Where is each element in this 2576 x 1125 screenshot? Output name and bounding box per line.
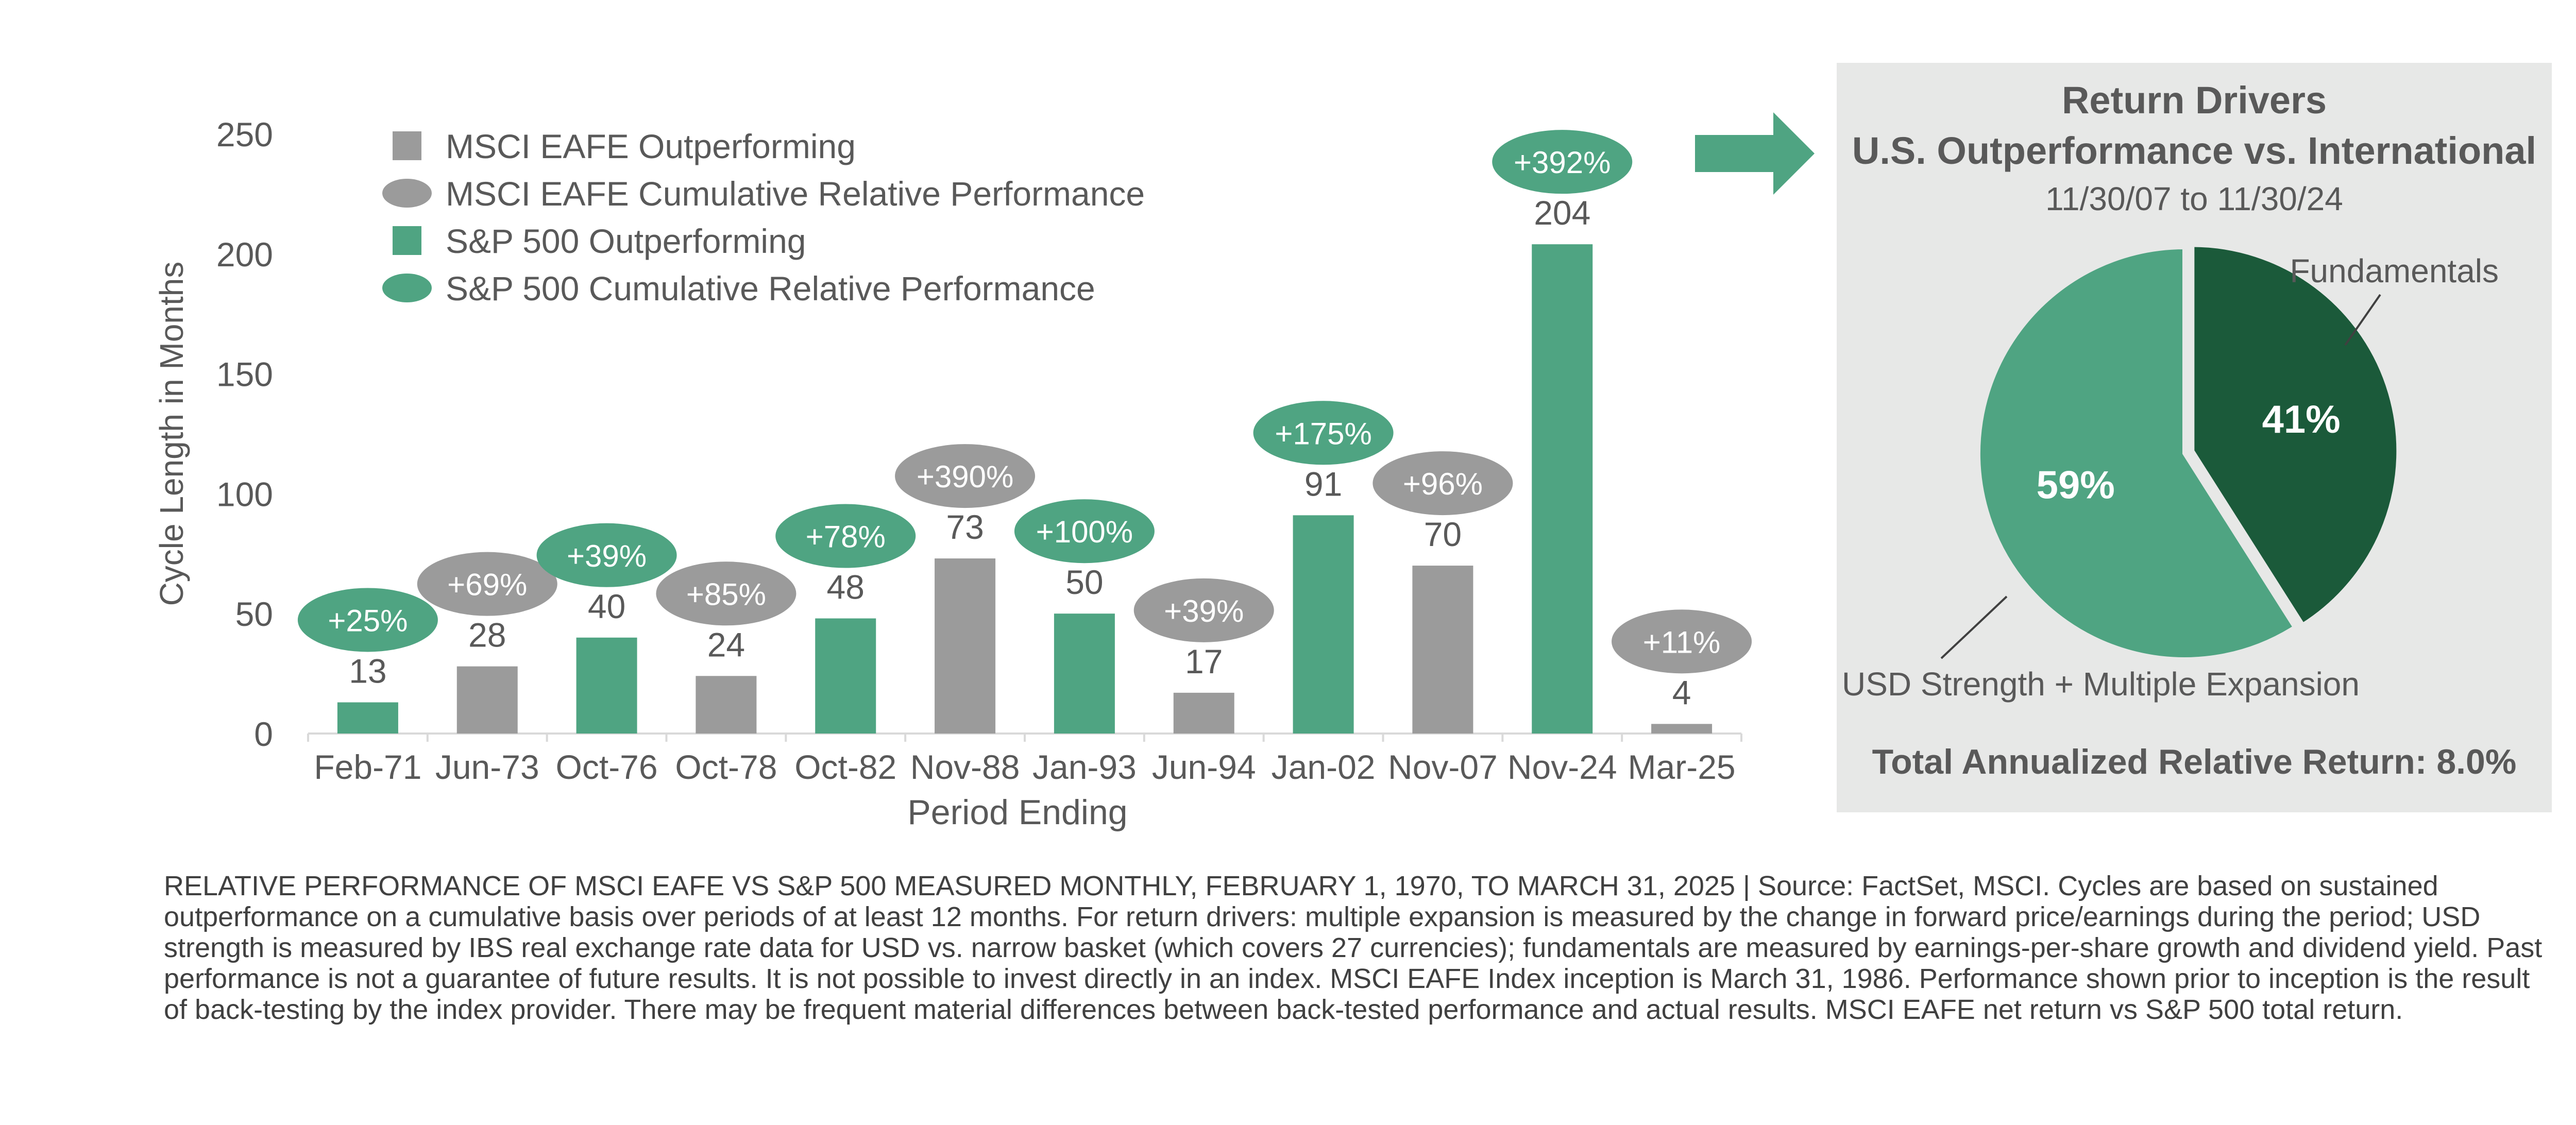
- pie-slice-value-label: 41%: [2262, 398, 2341, 441]
- x-axis-label: Period Ending: [907, 793, 1127, 832]
- pie-slice-value-label: 59%: [2037, 463, 2115, 507]
- bar-oct-76: [576, 637, 637, 734]
- cumulative-performance-ellipse: [1492, 130, 1633, 194]
- bar-nov-24: [1532, 244, 1593, 734]
- bar-value-label: 40: [588, 587, 625, 625]
- bar-feb-71: [337, 702, 398, 734]
- x-tick-label: Jun-73: [435, 748, 539, 786]
- callout-line-usd: [1940, 595, 2008, 659]
- legend-label: MSCI EAFE Outperforming: [446, 127, 856, 165]
- cumulative-performance-ellipse: [1253, 401, 1394, 465]
- panel-subtitle: 11/30/07 to 11/30/24: [2045, 180, 2343, 217]
- bar-value-label: 13: [349, 652, 386, 690]
- cumulative-performance-label: +392%: [1514, 145, 1611, 180]
- bar-value-label: 204: [1534, 194, 1590, 232]
- footnote: RELATIVE PERFORMANCE OF MSCI EAFE VS S&P…: [164, 871, 2543, 1025]
- cumulative-performance-ellipse: [1014, 499, 1155, 564]
- bar-value-label: 28: [468, 616, 506, 654]
- cumulative-performance-label: +69%: [447, 568, 527, 602]
- pie-callout-usd: USD Strength + Multiple Expansion: [1842, 666, 2360, 703]
- cumulative-performance-ellipse: [775, 504, 916, 568]
- pie-slice-fundamentals: [2190, 243, 2401, 628]
- x-tick-label: Nov-88: [910, 748, 1020, 786]
- bar-jun-73: [456, 666, 518, 734]
- bar-value-label: 4: [1672, 673, 1691, 711]
- bar-value-label: 17: [1185, 642, 1223, 680]
- cumulative-performance-label: +11%: [1643, 625, 1721, 659]
- x-tick-label: Oct-78: [675, 748, 777, 786]
- bar-value-label: 70: [1424, 515, 1462, 553]
- bar-jan-93: [1054, 613, 1115, 734]
- legend-swatch-square: [393, 131, 421, 160]
- y-tick-label: 50: [235, 595, 273, 633]
- y-axis-label: Cycle Length in Months: [153, 262, 190, 606]
- y-tick-label: 150: [216, 355, 273, 394]
- x-tick-label: Jan-02: [1272, 748, 1376, 786]
- bar-jun-94: [1173, 692, 1234, 734]
- bar-value-label: 91: [1304, 465, 1342, 503]
- panel-title-line1: Return Drivers: [2062, 79, 2327, 122]
- y-tick-label: 0: [254, 715, 273, 753]
- bar-value-label: 48: [827, 568, 865, 606]
- cumulative-performance-label: +85%: [686, 577, 766, 611]
- callout-line-fundamentals: [2344, 294, 2381, 346]
- x-tick-label: Nov-24: [1507, 748, 1617, 786]
- cumulative-performance-label: +39%: [567, 539, 647, 573]
- cumulative-performance-label: +78%: [806, 520, 886, 554]
- x-tick-label: Mar-25: [1628, 748, 1736, 786]
- legend-label: S&P 500 Outperforming: [446, 222, 806, 260]
- x-tick-label: Nov-07: [1388, 748, 1498, 786]
- pie-callout-fundamentals: Fundamentals: [2290, 252, 2499, 289]
- x-tick-label: Oct-82: [794, 748, 896, 786]
- cumulative-performance-ellipse: [417, 552, 557, 616]
- arrow-right-icon: [1695, 112, 1815, 195]
- legend-swatch-ellipse: [382, 179, 432, 208]
- bar-value-label: 73: [946, 508, 984, 546]
- cumulative-performance-label: +100%: [1036, 515, 1133, 549]
- cumulative-performance-label: +39%: [1164, 594, 1244, 628]
- bar-nov-07: [1412, 566, 1473, 734]
- bar-value-label: 24: [707, 625, 745, 663]
- cumulative-performance-ellipse: [1133, 578, 1274, 642]
- bar-mar-25: [1651, 724, 1713, 734]
- y-tick-label: 100: [216, 475, 273, 513]
- cumulative-performance-label: +175%: [1275, 416, 1372, 451]
- bar-value-label: 50: [1065, 563, 1103, 601]
- bar-oct-78: [696, 676, 757, 734]
- legend-label: S&P 500 Cumulative Relative Performance: [446, 269, 1095, 308]
- cumulative-performance-ellipse: [895, 444, 1036, 508]
- cumulative-performance-ellipse: [536, 523, 677, 587]
- cumulative-performance-label: +390%: [917, 459, 1014, 494]
- legend-label: MSCI EAFE Cumulative Relative Performanc…: [446, 175, 1145, 213]
- cumulative-performance-ellipse: [656, 561, 796, 626]
- x-tick-label: Oct-76: [556, 748, 658, 786]
- panel-title-line2: U.S. Outperformance vs. International: [1852, 129, 2536, 172]
- cumulative-performance-label: +25%: [328, 603, 408, 638]
- cumulative-performance-ellipse: [297, 588, 438, 652]
- cumulative-performance-ellipse: [1372, 451, 1513, 516]
- y-tick-label: 200: [216, 235, 273, 274]
- cumulative-performance-label: +96%: [1403, 467, 1483, 501]
- y-tick-label: 250: [216, 115, 273, 154]
- bar-jan-02: [1293, 515, 1354, 734]
- legend-swatch-square: [393, 226, 421, 255]
- bar-oct-82: [815, 618, 876, 734]
- x-tick-label: Feb-71: [314, 748, 421, 786]
- x-tick-label: Jun-94: [1152, 748, 1256, 786]
- x-tick-label: Jan-93: [1032, 748, 1137, 786]
- cumulative-performance-ellipse: [1612, 609, 1752, 674]
- total-annualized-return: Total Annualized Relative Return: 8.0%: [1872, 742, 2517, 781]
- bar-nov-88: [935, 558, 996, 734]
- legend-swatch-ellipse: [382, 274, 432, 302]
- pie-slice-usd-strength: [1976, 245, 2298, 661]
